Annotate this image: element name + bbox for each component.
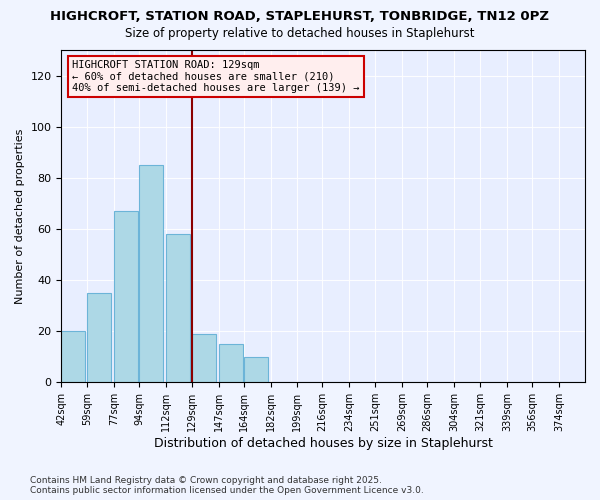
Text: HIGHCROFT, STATION ROAD, STAPLEHURST, TONBRIDGE, TN12 0PZ: HIGHCROFT, STATION ROAD, STAPLEHURST, TO… [50,10,550,23]
Bar [61,331,85,382]
Bar [166,234,190,382]
Bar [114,211,138,382]
Text: Contains HM Land Registry data © Crown copyright and database right 2025.
Contai: Contains HM Land Registry data © Crown c… [30,476,424,495]
Bar [244,357,268,382]
Bar [192,334,216,382]
Y-axis label: Number of detached properties: Number of detached properties [15,128,25,304]
Bar [219,344,243,383]
X-axis label: Distribution of detached houses by size in Staplehurst: Distribution of detached houses by size … [154,437,493,450]
Bar [139,165,163,382]
Bar [87,293,111,382]
Text: HIGHCROFT STATION ROAD: 129sqm
← 60% of detached houses are smaller (210)
40% of: HIGHCROFT STATION ROAD: 129sqm ← 60% of … [72,60,359,93]
Text: Size of property relative to detached houses in Staplehurst: Size of property relative to detached ho… [125,28,475,40]
